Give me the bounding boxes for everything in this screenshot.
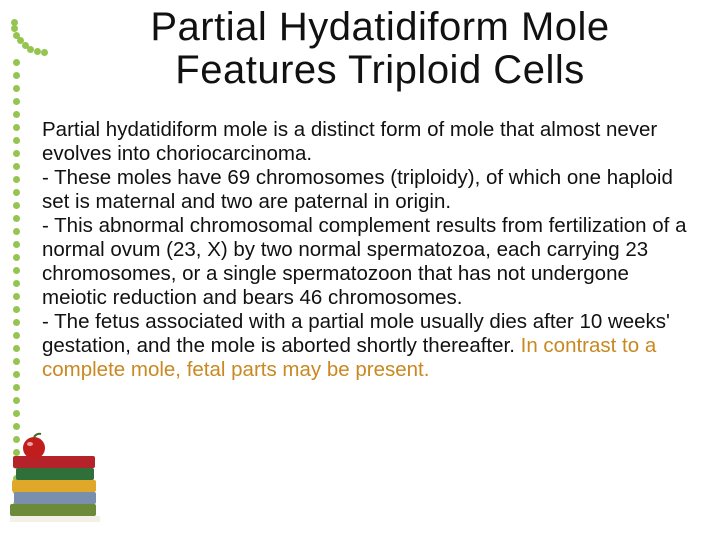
decorative-dot — [13, 111, 20, 118]
slide-body: Partial hydatidiform mole is a distinct … — [42, 118, 690, 382]
decorative-dot — [13, 98, 20, 105]
decorative-dot — [17, 37, 24, 44]
slide: Partial Hydatidiform Mole Features Tripl… — [0, 0, 720, 540]
decorative-dot — [13, 241, 20, 248]
decorative-dot — [13, 371, 20, 378]
decorative-dot — [13, 306, 20, 313]
body-paragraph-2: - These moles have 69 chromosomes (tripl… — [42, 166, 673, 213]
decorative-dot — [27, 46, 34, 53]
decorative-dot — [13, 202, 20, 209]
decorative-dot — [13, 85, 20, 92]
decorative-dot — [13, 280, 20, 287]
decorative-dot — [13, 319, 20, 326]
decorative-dot — [41, 49, 48, 56]
decorative-dot — [22, 42, 29, 49]
decorative-dot — [13, 397, 20, 404]
decorative-dot — [13, 384, 20, 391]
decorative-dot — [13, 215, 20, 222]
slide-title: Partial Hydatidiform Mole Features Tripl… — [70, 6, 690, 92]
books-stack-icon — [2, 414, 122, 534]
decorative-dot — [11, 25, 18, 32]
decorative-dot — [34, 48, 41, 55]
decorative-dot — [13, 137, 20, 144]
decorative-dot — [13, 254, 20, 261]
decorative-dot — [13, 72, 20, 79]
decorative-dot — [13, 267, 20, 274]
decorative-dot — [11, 19, 18, 26]
decorative-dot — [13, 345, 20, 352]
decorative-dot — [13, 293, 20, 300]
decorative-dot — [13, 189, 20, 196]
body-paragraph-1: Partial hydatidiform mole is a distinct … — [42, 118, 657, 165]
decorative-dot — [13, 228, 20, 235]
decorative-dot — [13, 332, 20, 339]
decorative-dot — [13, 59, 20, 66]
decorative-dot — [13, 32, 20, 39]
decorative-dot — [13, 176, 20, 183]
decorative-dot — [13, 358, 20, 365]
body-paragraph-3: - This abnormal chromosomal complement r… — [42, 214, 686, 309]
decorative-dot — [13, 124, 20, 131]
decorative-dot — [13, 163, 20, 170]
decorative-dot — [13, 150, 20, 157]
